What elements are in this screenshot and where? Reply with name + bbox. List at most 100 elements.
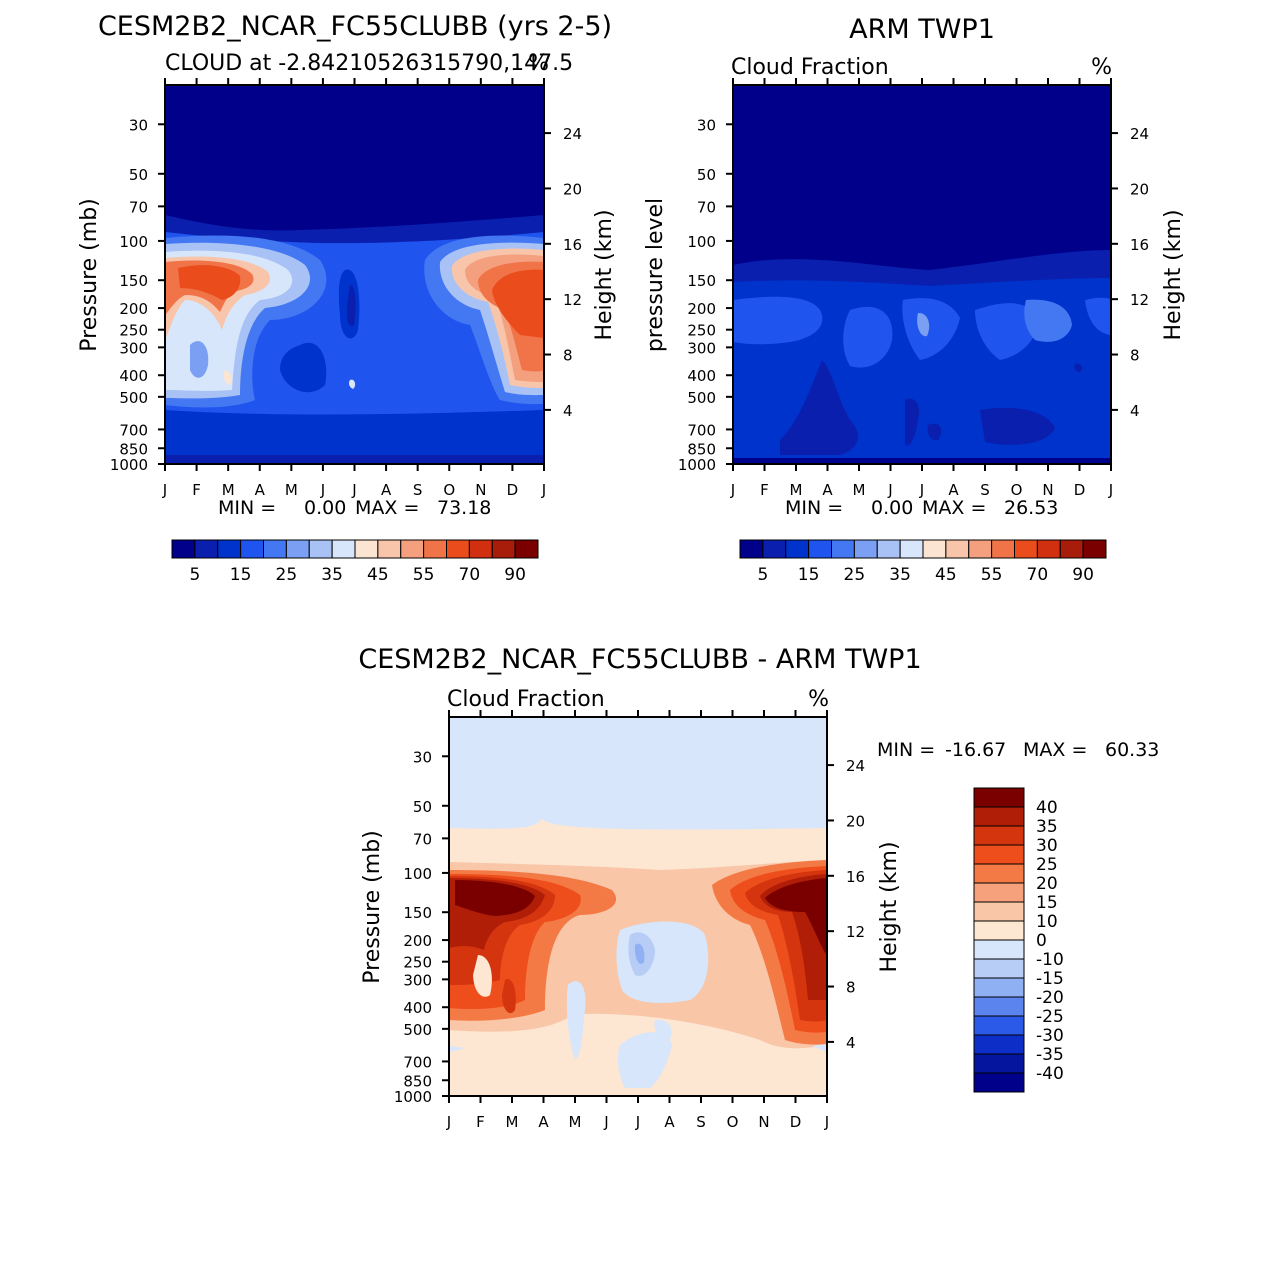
panel-obs-subtitle: Cloud Fraction — [731, 55, 889, 80]
colorbar-swatch — [973, 920, 1025, 941]
y-tick-label: 400 — [403, 999, 432, 1017]
height-tick-label: 12 — [1130, 291, 1149, 309]
colorbar-label: 55 — [981, 565, 1003, 585]
colorbar-label: 25 — [276, 565, 298, 585]
height-tick-label: 20 — [846, 812, 865, 830]
colorbar-label: -15 — [1036, 969, 1064, 989]
y-tick-label: 30 — [413, 748, 432, 766]
x-tick-label: J — [1108, 481, 1113, 499]
panel-model-ylabel-right: Height (km) — [592, 209, 617, 340]
x-tick-label: O — [1011, 481, 1023, 499]
x-tick-label: M — [285, 481, 298, 499]
height-tick-label: 24 — [563, 125, 582, 143]
y-tick-label: 1000 — [678, 456, 716, 474]
x-tick-label: D — [507, 481, 519, 499]
x-tick-label: A — [538, 1113, 549, 1131]
y-tick-label: 300 — [687, 339, 716, 357]
panel-model-units: % — [528, 51, 549, 76]
panel-diff-min-value: -16.67 — [945, 739, 1006, 761]
colorbar-label: 25 — [844, 565, 866, 585]
y-tick-label: 200 — [687, 300, 716, 318]
colorbar-swatch — [785, 539, 810, 559]
colorbar-swatch — [973, 939, 1025, 960]
colorbar-swatch — [400, 539, 425, 559]
colorbar-swatch — [973, 882, 1025, 903]
height-tick-label: 24 — [846, 757, 865, 775]
colorbar-swatch — [973, 977, 1025, 998]
colorbar-swatch — [217, 539, 242, 559]
y-tick-label: 70 — [129, 198, 148, 216]
colorbar-label: -10 — [1036, 950, 1064, 970]
y-tick-label: 30 — [129, 116, 148, 134]
colorbar-swatch — [171, 539, 196, 559]
colorbar-swatch — [240, 539, 264, 559]
x-tick-label: N — [1042, 481, 1053, 499]
colorbar-label: 55 — [413, 565, 435, 585]
colorbar-swatch — [1036, 539, 1061, 559]
colorbar-swatch — [973, 1015, 1025, 1036]
colorbar-label: 35 — [321, 565, 343, 585]
x-tick-label: F — [760, 481, 769, 499]
y-tick-label: 500 — [119, 389, 148, 407]
x-tick-label: S — [980, 481, 990, 499]
x-tick-label: A — [381, 481, 392, 499]
x-tick-label: J — [603, 1113, 608, 1131]
colorbar-swatch — [973, 787, 1025, 808]
y-tick-label: 100 — [687, 233, 716, 251]
colorbar-label: 45 — [935, 565, 957, 585]
x-tick-label: N — [758, 1113, 769, 1131]
colorbar-label: 10 — [1036, 912, 1058, 932]
panel-diff-ylabel-right: Height (km) — [877, 841, 902, 972]
panel-model-subtitle: CLOUD at -2.84210526315790,147.5 — [165, 51, 573, 76]
x-tick-label: J — [446, 1113, 451, 1131]
panel-diff-height-ticks: 4 8 12 16 20 24 — [827, 757, 865, 1052]
height-tick-label: 20 — [563, 180, 582, 198]
x-tick-label: J — [730, 481, 735, 499]
y-tick-label: 250 — [687, 322, 716, 340]
colorbar-swatch — [973, 996, 1025, 1017]
x-tick-label: A — [664, 1113, 675, 1131]
x-tick-label: F — [476, 1113, 485, 1131]
colorbar-swatch — [808, 539, 832, 559]
height-tick-label: 8 — [1130, 347, 1140, 365]
colorbar-label: 40 — [1036, 798, 1058, 818]
x-tick-label: A — [822, 481, 833, 499]
colorbar-label: 35 — [889, 565, 911, 585]
colorbar-swatch — [968, 539, 993, 559]
colorbar-swatch — [446, 539, 470, 559]
y-tick-label: 150 — [687, 272, 716, 290]
colorbar-swatch — [922, 539, 947, 559]
colorbar-swatch — [468, 539, 493, 559]
y-tick-label: 500 — [687, 389, 716, 407]
panel-obs-max-value: 26.53 — [1004, 497, 1058, 519]
y-tick-label: 700 — [687, 421, 716, 439]
colorbar-label: 45 — [367, 565, 389, 585]
height-tick-label: 4 — [563, 402, 573, 420]
panel-obs-field — [733, 85, 1111, 464]
colorbar-swatch — [263, 539, 287, 559]
panel-obs-height-ticks: 4 8 12 16 20 24 — [1111, 125, 1149, 420]
colorbar-swatch — [1014, 539, 1038, 559]
panel-model-title: CESM2B2_NCAR_FC55CLUBB (yrs 2-5) — [98, 11, 612, 42]
colorbar-label: 15 — [798, 565, 820, 585]
panel-obs-units: % — [1091, 55, 1112, 80]
height-tick-label: 12 — [846, 923, 865, 941]
panel-obs-ylabel-right: Height (km) — [1161, 209, 1186, 340]
colorbar-label: 90 — [504, 565, 526, 585]
panel-diff-title: CESM2B2_NCAR_FC55CLUBB - ARM TWP1 — [358, 644, 921, 675]
colorbar-swatch — [514, 539, 539, 559]
panel-model-min-value: 0.00 — [304, 497, 346, 519]
x-tick-label: A — [255, 481, 266, 499]
colorbar-label: 15 — [230, 565, 252, 585]
x-tick-label: J — [541, 481, 546, 499]
colorbar-swatch — [354, 539, 379, 559]
panel-model: CESM2B2_NCAR_FC55CLUBB (yrs 2-5) CLOUD a… — [77, 11, 617, 585]
y-tick-label: 150 — [403, 904, 432, 922]
panel-diff-units: % — [808, 687, 829, 712]
height-tick-label: 8 — [846, 979, 856, 997]
panel-model-max-label: MAX = — [355, 497, 419, 519]
colorbar-swatch — [423, 539, 447, 559]
x-tick-label: M — [569, 1113, 582, 1131]
